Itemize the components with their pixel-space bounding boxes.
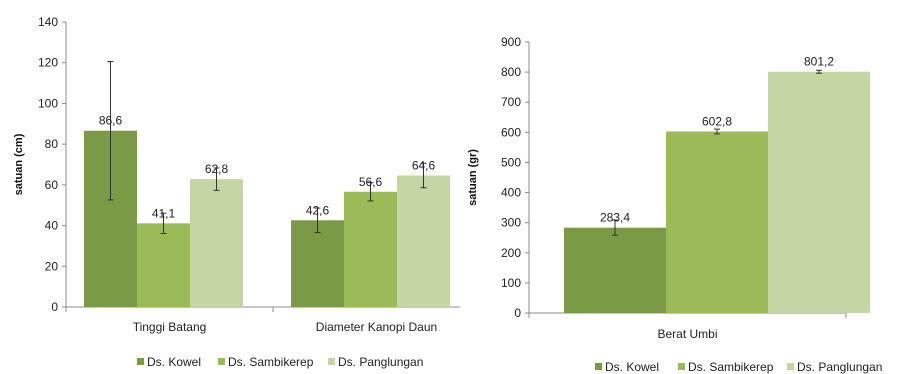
y-tick-label: 500 — [501, 155, 521, 169]
y-tick-label: 40 — [45, 219, 59, 233]
y-tick-label: 0 — [51, 300, 58, 314]
y-tick-label: 200 — [501, 246, 521, 260]
y-tick-label: 100 — [38, 96, 58, 110]
bar — [397, 175, 450, 307]
legend-swatch — [595, 363, 602, 370]
y-tick-label: 100 — [501, 276, 521, 290]
legend-label: Ds. Kowel — [147, 355, 201, 369]
y-tick-label: 900 — [501, 35, 521, 49]
y-tick-label: 140 — [38, 15, 58, 29]
y-tick-label: 400 — [501, 186, 521, 200]
y-tick-label: 80 — [45, 137, 59, 151]
data-label: 86,6 — [99, 114, 123, 128]
y-tick-label: 800 — [501, 65, 521, 79]
y-tick-label: 700 — [501, 95, 521, 109]
legend-swatch — [678, 363, 685, 370]
data-label: 64,6 — [412, 158, 436, 172]
data-label: 801,2 — [804, 55, 834, 69]
data-label: 602,8 — [702, 114, 732, 128]
y-tick-label: 300 — [501, 216, 521, 230]
y-tick-label: 20 — [45, 259, 59, 273]
data-label: 283,4 — [600, 211, 630, 225]
y-tick-label: 600 — [501, 125, 521, 139]
bar — [190, 179, 243, 307]
y-axis-title: satuan (cm) — [13, 133, 25, 195]
legend-swatch — [787, 363, 794, 370]
legend-label: Ds. Panglungan — [338, 355, 423, 369]
chart-right: 0 100 200 300 400 500 600 700 800 900 satuan (gr) 2… — [467, 35, 882, 374]
chart-left: 0 20 40 60 80 100 120 140 satuan (cm) 86,6 41,1 62,… — [13, 15, 460, 369]
y-tick-label: 0 — [514, 306, 521, 320]
legend-label: Ds. Sambikerep — [688, 360, 774, 374]
legend-swatch — [137, 358, 144, 365]
bar — [137, 223, 190, 307]
data-label: 56,6 — [359, 175, 383, 189]
data-label: 62,8 — [205, 162, 229, 176]
legend-label: Ds. Kowel — [605, 360, 659, 374]
data-label: 42,6 — [306, 203, 330, 217]
data-label: 41,1 — [152, 206, 176, 220]
y-tick-label: 60 — [45, 178, 59, 192]
bar — [564, 227, 666, 313]
legend-swatch — [328, 358, 335, 365]
legend-label: Ds. Sambikerep — [228, 355, 314, 369]
y-axis-title: satuan (gr) — [467, 149, 479, 206]
bar — [344, 191, 397, 307]
bar — [291, 220, 344, 307]
x-category-label: Diameter Kanopi Daun — [316, 320, 437, 334]
x-category-label: Tinggi Batang — [133, 320, 207, 334]
legend-label: Ds. Panglungan — [797, 360, 882, 374]
x-category-label: Berat Umbi — [657, 327, 717, 341]
legend-swatch — [218, 358, 225, 365]
bar — [666, 131, 768, 313]
bar — [768, 71, 870, 313]
y-tick-label: 120 — [38, 56, 58, 70]
